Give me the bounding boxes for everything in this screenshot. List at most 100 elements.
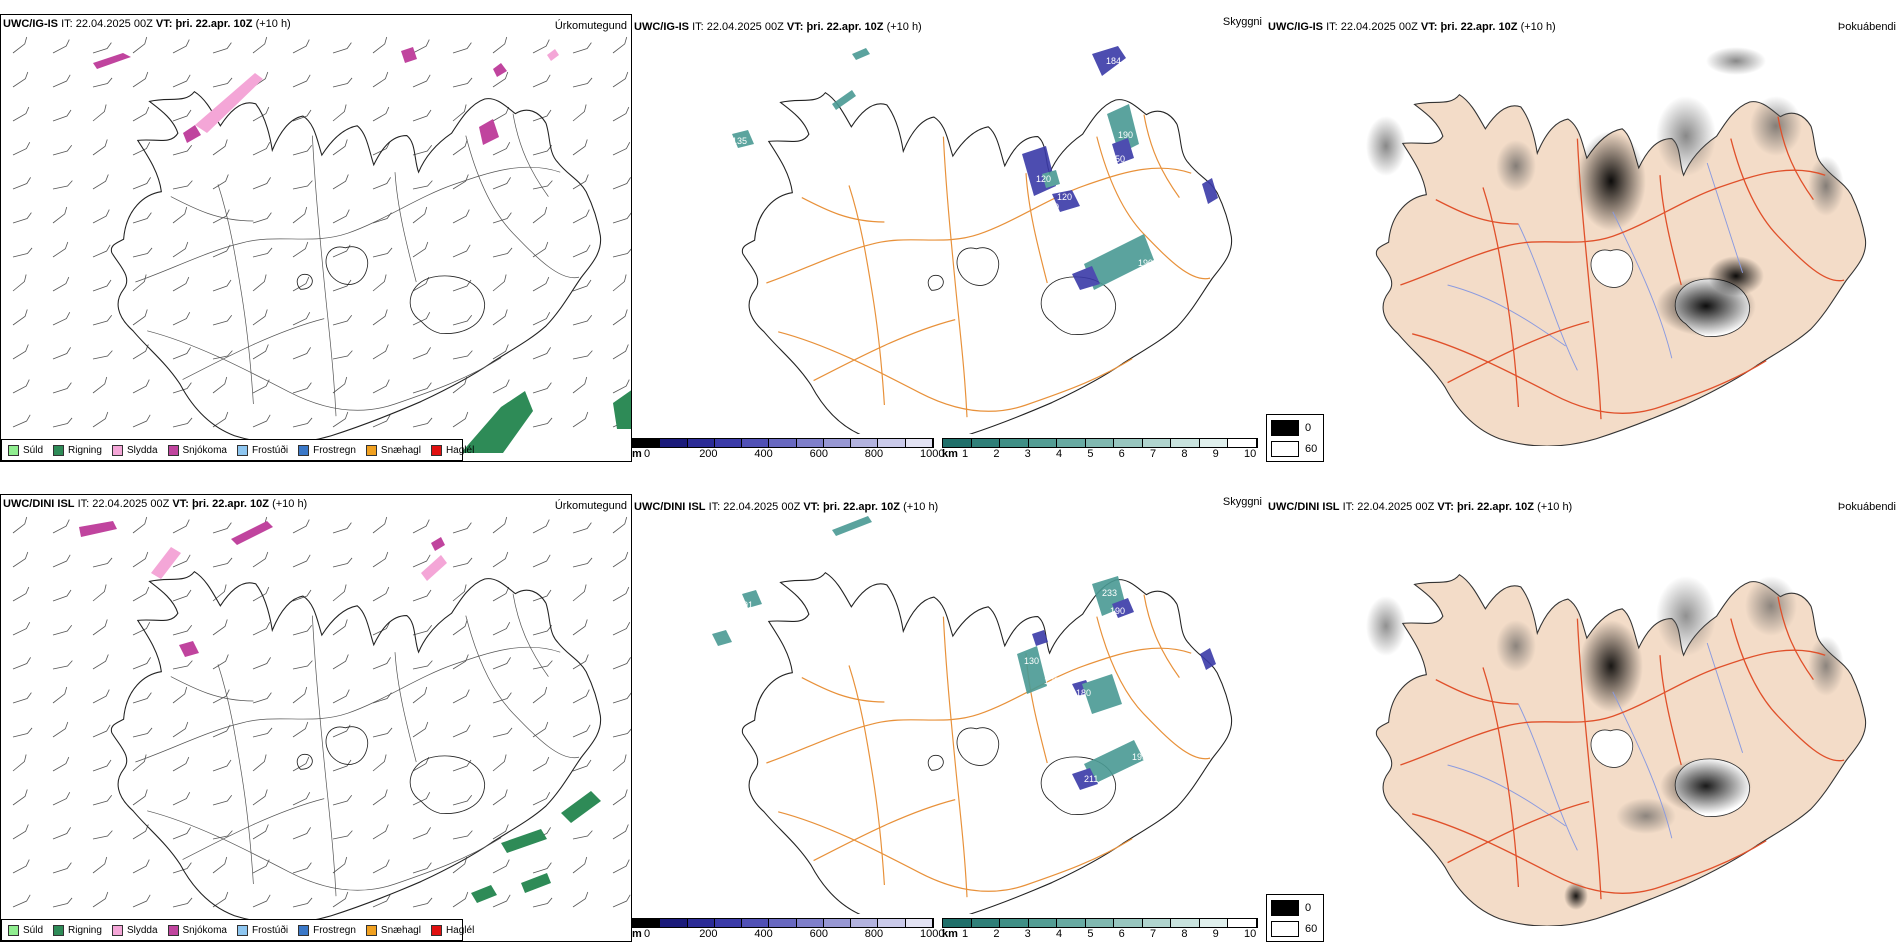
precip-map [12,516,631,924]
wind-barb [132,247,153,258]
wind-barb [612,177,631,190]
colorbar-tick: 600 [809,448,828,460]
wind-barb [12,141,31,156]
wind-barb [492,177,511,190]
legend-item: Haglél [430,924,475,936]
wind-barb [412,39,430,54]
wind-barb [492,309,508,326]
wind-barb [132,274,147,292]
wind-barb [292,180,313,190]
wind-barb [252,379,270,394]
snow-patch [79,521,117,537]
wind-barb [252,692,272,704]
panel-visibility-top: UWC/IG-IS IT: 22.04.2025 00Z VT: þri. 22… [632,14,1266,462]
sleet-patch [195,73,263,133]
wind-barb [572,279,592,292]
wind-barb [532,241,549,258]
legend-label: Haglél [445,444,475,456]
colorbar-swatch [971,439,1001,447]
wind-barb [332,891,349,908]
wind-barb [492,824,509,840]
wind-barb [172,241,189,258]
wind-barb [292,827,311,840]
colorbar-tick: 3 [1024,928,1031,940]
wind-barb [292,74,311,88]
wind-barb [412,311,431,326]
wind-barb [372,106,390,122]
colorbar-swatch [742,919,770,927]
colorbar-km-unit: km [942,448,958,460]
visibility-value-label: 184 [1106,56,1121,66]
it-label: IT: [61,18,73,30]
visibility-value-label: 120 [1057,192,1072,202]
snow-patch [179,641,199,657]
colorbar-swatch [796,919,824,927]
sleet-patch [547,49,559,61]
fog-legend-item: 60 [1271,441,1319,457]
colorbar-swatch [1057,439,1086,447]
wind-barb [492,106,510,122]
wind-barb [252,824,269,840]
wind-barb [532,519,550,534]
wind-barb [452,209,470,224]
fog-legend-top: 0 60 [1266,414,1324,462]
wind-barb [332,522,352,534]
vt-label: VT: [172,498,189,510]
wind-barb [612,859,630,874]
wind-barb [292,241,309,258]
colorbar-tick: 800 [864,448,884,460]
wind-barb [492,894,511,908]
colorbar-km-ticks: 1 2 3 4 5 6 7 8 9 10 [942,448,1258,460]
colorbar-swatch [943,439,972,447]
wind-barb [412,625,433,636]
panel-header: UWC/IG-IS IT: 22.04.2025 00Z VT: þri. 22… [634,21,922,33]
wind-barb [52,554,71,568]
wind-barb [612,789,628,806]
colorbar-tick: 400 [754,928,773,940]
legend-label: Haglél [445,924,475,936]
wind-barb [452,411,469,428]
fog-legend-item: 0 [1271,900,1319,916]
wind-barb [172,721,189,738]
colorbar-tick: 4 [1055,928,1063,940]
colorbar-tick: 0 [644,928,651,940]
fog-map [1366,47,1867,446]
wind-barb [452,350,473,360]
wind-barb [332,315,353,326]
wind-barb [212,209,230,224]
colorbar-swatch [769,919,797,927]
wind-barb [532,756,550,772]
colorbar-swatch [742,439,770,447]
legend-item: Frostúði [236,444,289,456]
wind-barb [412,241,429,258]
wind-barb [12,789,28,806]
snow-patch [493,63,507,77]
fog-shading [1366,576,1844,910]
wind-barb [372,274,387,292]
legend-swatch [111,924,123,936]
wind-barb [412,74,431,88]
wind-barb [332,856,348,874]
colorbar-swatch [1028,439,1058,447]
legend-item: Súld [8,924,43,936]
colorbar-tick: 2 [993,928,1000,940]
lead-time: (+10 h) [272,498,308,510]
visibility-value-label: 211 [1084,774,1098,784]
wind-barb [332,654,349,670]
wind-barb [252,789,268,806]
wind-barb [292,721,309,738]
wind-barb [92,724,111,738]
wind-barb [292,109,312,122]
wind-barb [372,247,393,258]
wind-barb [12,824,29,840]
legend-label: Frostúði [251,444,289,456]
wind-barb [52,276,70,292]
wind-barb [12,212,32,224]
wind-barb [52,109,72,122]
legend-label: Rigning [68,444,102,456]
wind-barb [332,244,351,258]
wind-barb [52,686,68,704]
fog-legend-swatch [1271,900,1299,916]
legend-label: Súld [23,444,44,456]
rain-patch [471,885,497,903]
